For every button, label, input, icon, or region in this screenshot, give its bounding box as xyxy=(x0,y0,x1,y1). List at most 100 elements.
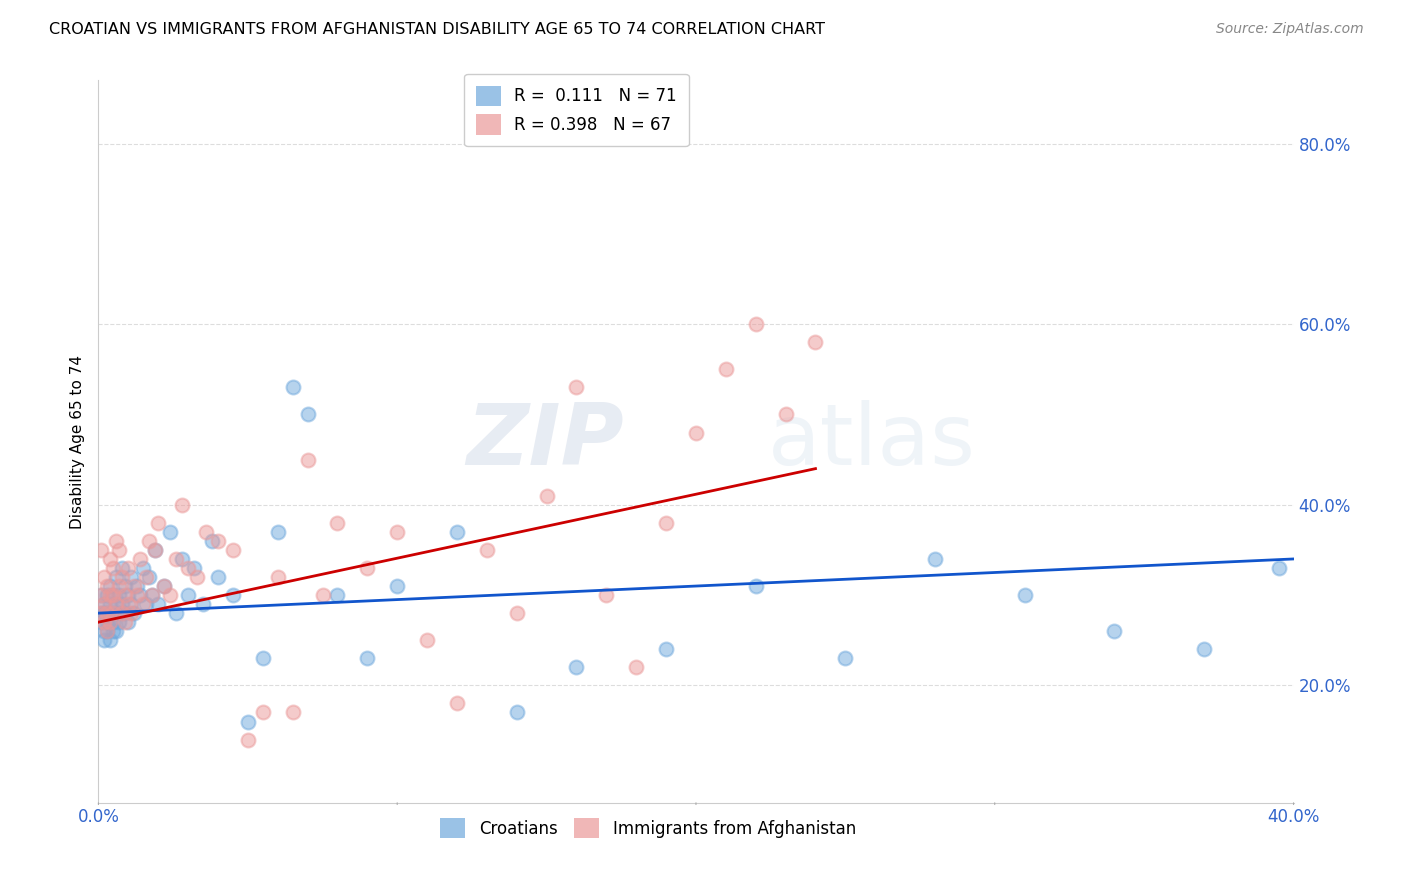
Point xyxy=(93,633,115,648)
Point xyxy=(385,579,409,593)
Point xyxy=(141,588,163,602)
Point xyxy=(745,317,768,331)
Point xyxy=(117,615,139,630)
Text: Source: ZipAtlas.com: Source: ZipAtlas.com xyxy=(1216,22,1364,37)
Point xyxy=(111,606,134,620)
Point xyxy=(148,597,170,611)
Point xyxy=(165,606,187,620)
Point xyxy=(114,588,136,602)
Point xyxy=(385,524,409,539)
Point xyxy=(98,579,122,593)
Point xyxy=(775,408,797,422)
Point xyxy=(120,606,142,620)
Point xyxy=(120,597,142,611)
Point xyxy=(236,714,259,729)
Point xyxy=(105,624,128,639)
Point xyxy=(90,588,112,602)
Point xyxy=(222,588,245,602)
Point xyxy=(177,588,200,602)
Point xyxy=(281,380,304,394)
Point xyxy=(93,606,115,620)
Point xyxy=(714,362,737,376)
Point xyxy=(129,588,152,602)
Point xyxy=(117,561,139,575)
Point xyxy=(108,579,131,593)
Point xyxy=(90,606,112,620)
Point xyxy=(98,552,122,566)
Point xyxy=(475,542,498,557)
Point xyxy=(90,588,112,602)
Point xyxy=(297,408,319,422)
Point xyxy=(120,570,142,584)
Point xyxy=(117,588,139,602)
Point xyxy=(655,516,678,530)
Point xyxy=(96,606,118,620)
Point xyxy=(267,524,290,539)
Point xyxy=(183,561,205,575)
Point xyxy=(103,561,125,575)
Point xyxy=(124,606,146,620)
Point xyxy=(143,542,166,557)
Point xyxy=(177,561,200,575)
Point xyxy=(207,570,229,584)
Point xyxy=(281,706,304,720)
Point xyxy=(114,615,136,630)
Point xyxy=(114,606,136,620)
Point xyxy=(111,597,134,611)
Text: atlas: atlas xyxy=(768,400,976,483)
Text: CROATIAN VS IMMIGRANTS FROM AFGHANISTAN DISABILITY AGE 65 TO 74 CORRELATION CHAR: CROATIAN VS IMMIGRANTS FROM AFGHANISTAN … xyxy=(49,22,825,37)
Point xyxy=(311,588,333,602)
Point xyxy=(105,533,128,548)
Point xyxy=(98,597,122,611)
Point xyxy=(96,615,118,630)
Point xyxy=(103,606,125,620)
Point xyxy=(105,597,128,611)
Point xyxy=(165,552,187,566)
Point xyxy=(98,615,122,630)
Point xyxy=(105,570,128,584)
Point xyxy=(108,588,131,602)
Point xyxy=(90,615,112,630)
Point xyxy=(834,651,856,665)
Point xyxy=(135,570,157,584)
Point xyxy=(129,552,152,566)
Point xyxy=(267,570,290,584)
Point xyxy=(90,606,112,620)
Point xyxy=(172,552,194,566)
Point xyxy=(124,579,146,593)
Point xyxy=(252,706,274,720)
Point xyxy=(93,615,115,630)
Point xyxy=(159,524,181,539)
Point xyxy=(108,542,131,557)
Point xyxy=(326,588,349,602)
Point xyxy=(98,633,122,648)
Point xyxy=(536,489,558,503)
Point xyxy=(655,642,678,657)
Point xyxy=(111,570,134,584)
Text: ZIP: ZIP xyxy=(467,400,624,483)
Point xyxy=(172,498,194,512)
Point xyxy=(506,706,529,720)
Point xyxy=(93,597,115,611)
Point xyxy=(297,452,319,467)
Point xyxy=(326,516,349,530)
Point xyxy=(98,588,122,602)
Point xyxy=(93,624,115,639)
Point xyxy=(1192,642,1215,657)
Point xyxy=(117,597,139,611)
Point xyxy=(132,561,155,575)
Point xyxy=(626,660,648,674)
Point xyxy=(103,624,125,639)
Point xyxy=(98,615,122,630)
Point xyxy=(595,588,617,602)
Point xyxy=(127,579,149,593)
Point xyxy=(685,425,707,440)
Point xyxy=(565,380,588,394)
Point xyxy=(96,624,118,639)
Point xyxy=(186,570,208,584)
Point xyxy=(416,633,439,648)
Point xyxy=(96,624,118,639)
Point xyxy=(93,570,115,584)
Point xyxy=(159,588,181,602)
Point xyxy=(1014,588,1036,602)
